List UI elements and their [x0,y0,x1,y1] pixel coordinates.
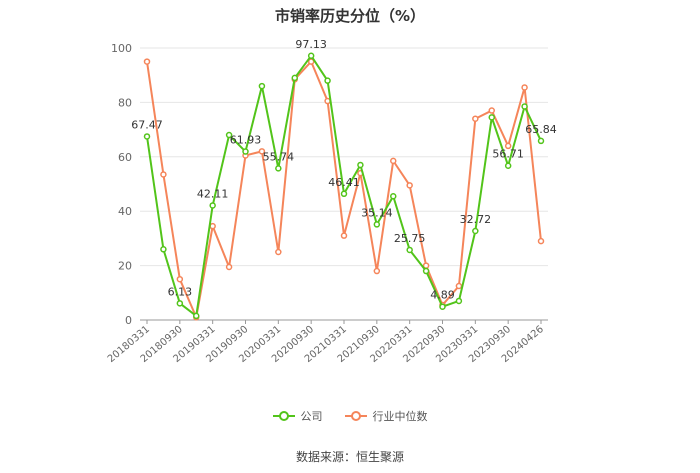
data-point [258,148,266,155]
data-point [225,131,233,139]
legend-label-company: 公司 [300,410,323,423]
data-point [537,237,545,245]
data-label: 67.47 [131,118,163,131]
data-point [521,84,528,91]
data-point [143,58,151,65]
data-label: 65.84 [525,123,557,136]
data-point [291,74,298,82]
data-point [390,192,397,200]
data-point [439,303,446,310]
data-point [160,171,167,178]
data-point [504,142,512,150]
data-point [472,115,479,122]
data-point [488,114,495,121]
data-point [373,267,381,275]
data-label: 56.71 [492,148,524,161]
data-point [258,82,266,90]
data-point [406,182,413,189]
legend-swatch-company [272,411,295,421]
data-label: 55.74 [263,150,295,163]
data-label: 42.11 [197,187,229,200]
data-point [455,282,463,290]
data-point [176,275,184,283]
chart-title: 市销率历史分位（%） [274,7,426,25]
data-label: 25.75 [394,232,426,245]
legend: 公司 行业中位数 [0,408,700,424]
data-point [143,133,151,140]
data-label: 4.89 [430,289,455,302]
legend-item-industry[interactable]: 行业中位数 [344,408,428,424]
y-tick-label: 20 [118,260,132,273]
data-point [488,107,495,114]
data-point [357,161,364,169]
data-point [193,312,200,320]
data-point [455,297,463,305]
y-tick-label: 100 [111,42,132,55]
data-point [225,263,233,271]
y-tick-label: 80 [118,96,132,109]
data-point [160,246,167,253]
data-point [373,221,381,228]
data-point [472,227,479,235]
data-point [307,58,315,65]
data-point [422,267,430,275]
legend-label-industry: 行业中位数 [372,410,428,423]
data-point [242,148,249,155]
data-point [176,300,184,307]
data-point [275,248,282,256]
data-label: 61.93 [230,134,262,147]
legend-swatch-industry [344,411,367,421]
data-point [324,77,331,84]
data-point [209,222,216,230]
y-tick-label: 0 [125,314,132,327]
data-label: 6.13 [168,285,193,298]
data-label: 97.13 [295,38,327,51]
data-point [504,162,512,169]
data-point [340,190,348,198]
y-tick-label: 40 [118,205,132,218]
data-point [406,246,413,254]
y-tick-label: 60 [118,151,132,164]
data-point [275,165,282,172]
data-point [307,52,315,60]
data-point [521,103,528,110]
data-point [209,202,216,209]
data-point [537,137,545,145]
legend-item-company[interactable]: 公司 [272,408,323,424]
data-label: 35.14 [361,206,393,219]
data-label: 46.41 [328,176,360,189]
data-point [390,157,397,165]
data-point [340,232,348,239]
data-label: 32.72 [460,213,492,226]
data-source: 数据来源：恒生聚源 [295,450,404,464]
